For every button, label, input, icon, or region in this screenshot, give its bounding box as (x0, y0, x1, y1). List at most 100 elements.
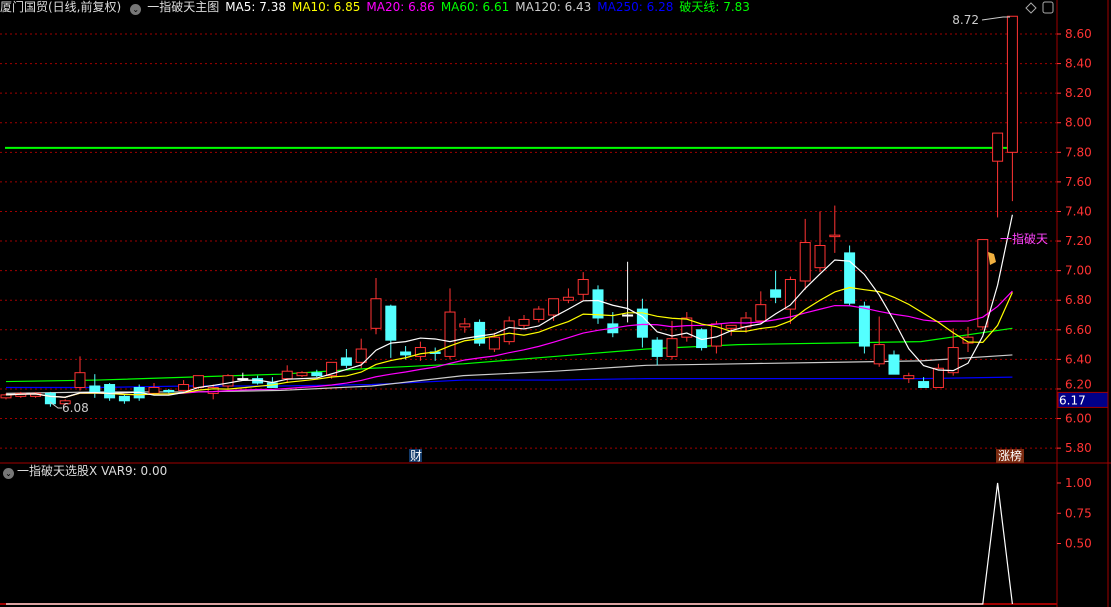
candle-body (888, 354, 900, 375)
candle-body (459, 323, 471, 328)
candle-body (118, 395, 130, 402)
candle-body (725, 324, 737, 329)
candle (755, 291, 767, 324)
hand-cursor-icon (988, 252, 996, 265)
chevron-down-icon[interactable]: ⌄ (3, 468, 14, 479)
candle-body (518, 318, 530, 326)
candle (459, 317, 471, 333)
ma-legend-item: MA20: 6.86 (366, 0, 435, 14)
candle (814, 211, 826, 273)
ma10-line (5, 286, 1013, 398)
ma250-line (6, 376, 1013, 389)
candle (237, 372, 249, 381)
candle (681, 312, 693, 342)
candle-body (918, 381, 930, 388)
candle (918, 377, 930, 388)
y-tick-label: 7.60 (1065, 175, 1092, 189)
candle-body (666, 338, 678, 357)
sub-y-tick-label: 0.75 (1065, 506, 1092, 520)
candle-body (296, 372, 308, 377)
sub-indicator-header: ⌄ 一指破天选股X VAR9: 0.00 (0, 464, 167, 479)
stock-title: 厦门国贸(日线,前复权) (0, 0, 122, 14)
y-tick-label: 7.40 (1065, 204, 1092, 218)
candle-body (533, 308, 545, 320)
y-tick-label: 8.60 (1065, 27, 1092, 41)
candle (784, 276, 796, 324)
candle (962, 326, 974, 352)
candle (799, 218, 811, 290)
ma-legend-item: MA60: 6.61 (440, 0, 510, 14)
chevron-down-icon[interactable]: ⌄ (130, 4, 142, 15)
candle (903, 372, 915, 384)
candle (992, 132, 1004, 218)
cai-badge-label: 财 (410, 449, 422, 463)
indicator-name[interactable]: 一指破天主图 (147, 0, 220, 14)
y-tick-label: 7.80 (1065, 145, 1092, 159)
y-tick-label: 5.80 (1065, 441, 1092, 455)
candle (444, 288, 456, 360)
candle-body (873, 344, 885, 365)
candle (429, 347, 441, 361)
candle-body (385, 305, 397, 341)
candle-body (74, 372, 86, 388)
sub-indicator-name[interactable]: 一指破天选股X (17, 464, 98, 478)
candle (770, 270, 782, 304)
candle-body (400, 351, 412, 356)
candle (59, 399, 71, 406)
candle-body (681, 317, 693, 338)
candle (947, 328, 959, 376)
candle (326, 361, 338, 379)
chart-header: 厦门国贸(日线,前复权) ⌄ 一指破天主图 MA5: 7.38 MA10: 6.85 MA… (0, 0, 762, 15)
candle-body (814, 244, 826, 269)
candle-body (355, 348, 367, 363)
panel-toggle-icon (1042, 1, 1054, 14)
cai-badge (409, 449, 422, 462)
candle-body (178, 384, 190, 391)
ma-legend-item: MA5: 7.38 (225, 0, 286, 14)
candle-body (932, 367, 944, 388)
y-tick-label: 8.00 (1065, 116, 1092, 130)
candle (370, 278, 382, 335)
candle (340, 349, 352, 369)
candle-body (1006, 15, 1018, 153)
low-price-label: 6.08 (62, 401, 89, 415)
candle (888, 350, 900, 375)
candle-body (89, 385, 101, 393)
candle-body (903, 375, 915, 380)
candle-body (770, 289, 782, 298)
candle-body (755, 304, 767, 322)
candle-body (444, 311, 456, 357)
candle-body (592, 289, 604, 319)
candle-body (622, 314, 634, 317)
candle-body (503, 320, 515, 343)
candle-body (237, 378, 249, 381)
candle (844, 245, 856, 307)
candle (414, 341, 426, 361)
y-tick-label: 6.00 (1065, 412, 1092, 426)
candle-body (992, 132, 1004, 162)
candle (474, 319, 486, 347)
candle-body (326, 361, 338, 377)
ma60-line (5, 327, 1013, 383)
candle (932, 363, 944, 388)
candle (977, 239, 989, 330)
candle (222, 374, 234, 389)
candle (118, 394, 130, 404)
candle-body (829, 234, 841, 238)
y-tick-label: 6.20 (1065, 377, 1092, 391)
candle (89, 374, 101, 398)
candle-body (651, 339, 663, 357)
candle (636, 298, 648, 348)
candle-body (311, 372, 323, 377)
candle-body (0, 394, 12, 399)
candle-body (281, 370, 293, 380)
candle-body (977, 239, 989, 328)
var9-line (6, 482, 1013, 605)
ma-legend-item: MA10: 6.85 (291, 0, 361, 14)
candle (577, 272, 589, 301)
candle (148, 383, 160, 395)
candle (311, 369, 323, 378)
candle (592, 285, 604, 324)
candle-body (222, 375, 234, 387)
